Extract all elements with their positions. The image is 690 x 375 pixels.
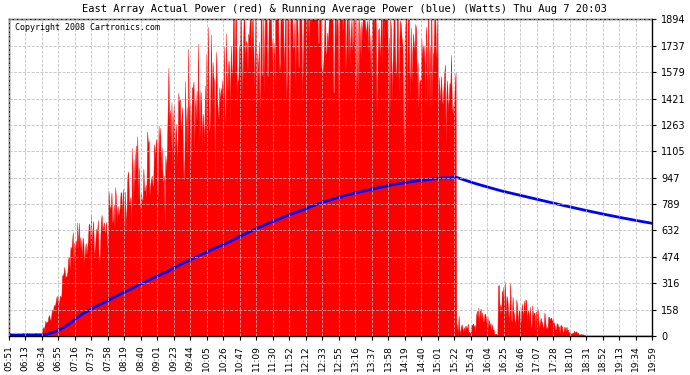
Text: East Array Actual Power (red) & Running Average Power (blue) (Watts) Thu Aug 7 2: East Array Actual Power (red) & Running … (83, 4, 607, 14)
Text: Copyright 2008 Cartronics.com: Copyright 2008 Cartronics.com (15, 22, 160, 32)
